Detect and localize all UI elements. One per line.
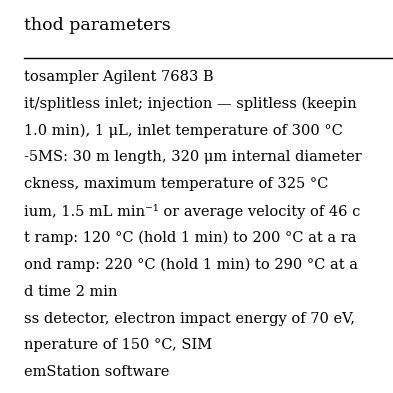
- Text: it/splitless inlet; injection — splitless (keepin: it/splitless inlet; injection — splitles…: [24, 97, 357, 111]
- Text: -5MS: 30 m length, 320 μm internal diameter: -5MS: 30 m length, 320 μm internal diame…: [24, 150, 362, 164]
- Text: thod parameters: thod parameters: [24, 17, 171, 35]
- Text: ium, 1.5 mL min⁻¹ or average velocity of 46 c: ium, 1.5 mL min⁻¹ or average velocity of…: [24, 204, 361, 219]
- Text: t ramp: 120 °C (hold 1 min) to 200 °C at a ra: t ramp: 120 °C (hold 1 min) to 200 °C at…: [24, 231, 357, 245]
- Text: tosampler Agilent 7683 B: tosampler Agilent 7683 B: [24, 70, 214, 84]
- Text: ss detector, electron impact energy of 70 eV,: ss detector, electron impact energy of 7…: [24, 312, 355, 325]
- Text: ckness, maximum temperature of 325 °C: ckness, maximum temperature of 325 °C: [24, 177, 329, 191]
- Text: nperature of 150 °C, SIM: nperature of 150 °C, SIM: [24, 338, 213, 353]
- Text: emStation software: emStation software: [24, 365, 170, 379]
- Text: ond ramp: 220 °C (hold 1 min) to 290 °C at a: ond ramp: 220 °C (hold 1 min) to 290 °C …: [24, 258, 358, 272]
- Text: 1.0 min), 1 μL, inlet temperature of 300 °C: 1.0 min), 1 μL, inlet temperature of 300…: [24, 123, 343, 138]
- Text: d time 2 min: d time 2 min: [24, 285, 118, 299]
